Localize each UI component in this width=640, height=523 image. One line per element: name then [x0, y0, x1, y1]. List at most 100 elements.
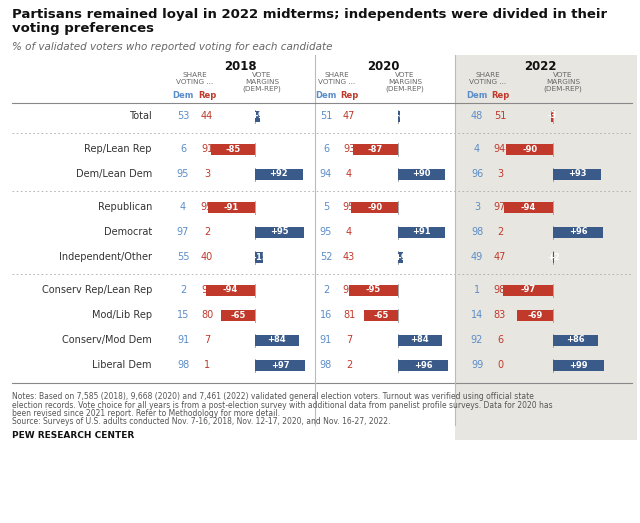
Text: 96: 96	[201, 285, 213, 295]
Text: (DEM-REP): (DEM-REP)	[386, 86, 424, 93]
Text: Total: Total	[129, 111, 152, 121]
Bar	[364, 310, 398, 321]
Text: MARGINS: MARGINS	[388, 79, 422, 85]
Text: 2: 2	[346, 360, 352, 370]
Text: 2: 2	[497, 227, 503, 237]
Text: Notes: Based on 7,585 (2018), 9,668 (2020) and 7,461 (2022) validated general el: Notes: Based on 7,585 (2018), 9,668 (202…	[12, 392, 534, 401]
Text: 0: 0	[497, 360, 503, 370]
Text: -90: -90	[367, 202, 382, 211]
Bar	[517, 310, 553, 321]
Text: 92: 92	[471, 335, 483, 345]
Text: -90: -90	[522, 144, 537, 153]
Bar	[506, 143, 553, 154]
Text: -69: -69	[527, 311, 543, 320]
Text: 4: 4	[180, 202, 186, 212]
Text: +86: +86	[566, 335, 585, 345]
Bar	[353, 143, 398, 154]
Text: VOTE: VOTE	[252, 72, 272, 78]
Bar	[398, 110, 400, 121]
Bar	[553, 335, 598, 346]
Text: 44: 44	[201, 111, 213, 121]
Text: 16: 16	[320, 310, 332, 320]
Text: 95: 95	[343, 202, 355, 212]
Text: -85: -85	[225, 144, 241, 153]
Text: 99: 99	[471, 360, 483, 370]
Text: 14: 14	[471, 310, 483, 320]
Text: election records. Vote choice for all years is from a post-election survey with : election records. Vote choice for all ye…	[12, 401, 552, 410]
Text: SHARE: SHARE	[182, 72, 207, 78]
Text: Rep: Rep	[491, 91, 509, 100]
Bar	[553, 168, 602, 179]
Text: +99: +99	[570, 360, 588, 370]
Text: -65: -65	[373, 311, 388, 320]
Text: 98: 98	[177, 360, 189, 370]
Bar	[398, 168, 445, 179]
Text: 40: 40	[201, 252, 213, 262]
Bar	[398, 226, 445, 237]
Text: 2: 2	[204, 227, 210, 237]
Text: +97: +97	[271, 360, 289, 370]
Text: Conserv Rep/Lean Rep: Conserv Rep/Lean Rep	[42, 285, 152, 295]
Text: Partisans remained loyal in 2022 midterms; independents were divided in their: Partisans remained loyal in 2022 midterm…	[12, 8, 607, 21]
Bar	[504, 201, 553, 212]
Text: -3: -3	[548, 111, 557, 120]
Text: +95: +95	[270, 228, 289, 236]
Bar	[207, 201, 255, 212]
Bar	[255, 335, 299, 346]
Text: +84: +84	[268, 335, 286, 345]
Text: Liberal Dem: Liberal Dem	[93, 360, 152, 370]
Bar	[349, 285, 398, 295]
Bar	[553, 226, 603, 237]
Text: 98: 98	[494, 285, 506, 295]
Text: -95: -95	[365, 286, 381, 294]
Text: Dem: Dem	[172, 91, 194, 100]
Text: SHARE: SHARE	[476, 72, 500, 78]
Bar	[398, 359, 448, 370]
Text: 49: 49	[471, 252, 483, 262]
Bar	[206, 285, 255, 295]
Text: 91: 91	[320, 335, 332, 345]
Text: Independent/Other: Independent/Other	[59, 252, 152, 262]
Text: MARGINS: MARGINS	[546, 79, 580, 85]
Bar	[255, 226, 305, 237]
Text: Rep: Rep	[198, 91, 216, 100]
Text: 91: 91	[201, 144, 213, 154]
Text: (DEM-REP): (DEM-REP)	[243, 86, 282, 93]
Text: Source: Surveys of U.S. adults conducted Nov. 7-16, 2018, Nov. 12-17, 2020, and : Source: Surveys of U.S. adults conducted…	[12, 417, 390, 426]
Text: 47: 47	[343, 111, 355, 121]
Text: +93: +93	[568, 169, 586, 178]
Text: Dem/Lean Dem: Dem/Lean Dem	[76, 169, 152, 179]
Text: 2018: 2018	[224, 60, 256, 73]
Text: VOTING ...: VOTING ...	[469, 79, 507, 85]
Text: 80: 80	[201, 310, 213, 320]
Text: 97: 97	[494, 202, 506, 212]
Text: -97: -97	[520, 286, 535, 294]
Text: 91: 91	[177, 335, 189, 345]
Text: +9: +9	[251, 111, 264, 120]
Text: -91: -91	[224, 202, 239, 211]
Bar	[255, 252, 263, 263]
Text: PEW RESEARCH CENTER: PEW RESEARCH CENTER	[12, 431, 134, 440]
Text: 95: 95	[177, 169, 189, 179]
Bar	[255, 359, 305, 370]
Text: 48: 48	[471, 111, 483, 121]
Text: -87: -87	[368, 144, 383, 153]
Bar	[398, 335, 442, 346]
Bar	[255, 168, 303, 179]
Bar	[502, 285, 553, 295]
Text: 6: 6	[180, 144, 186, 154]
Text: Rep/Lean Rep: Rep/Lean Rep	[84, 144, 152, 154]
Bar	[552, 110, 553, 121]
Text: Dem: Dem	[467, 91, 488, 100]
Text: 6: 6	[497, 335, 503, 345]
Text: +96: +96	[569, 228, 588, 236]
Text: +2: +2	[547, 253, 560, 262]
Text: voting preferences: voting preferences	[12, 22, 154, 35]
Text: 2: 2	[180, 285, 186, 295]
Text: +9: +9	[394, 253, 406, 262]
Text: 5: 5	[323, 202, 329, 212]
Text: 4: 4	[474, 144, 480, 154]
Text: 53: 53	[177, 111, 189, 121]
Text: Conserv/Mod Dem: Conserv/Mod Dem	[62, 335, 152, 345]
Text: +92: +92	[269, 169, 288, 178]
